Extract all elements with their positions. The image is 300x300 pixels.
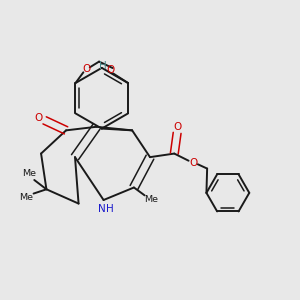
Text: H: H [99, 61, 107, 71]
Text: N: N [98, 204, 106, 214]
Text: O: O [82, 64, 90, 74]
Text: Me: Me [144, 195, 158, 204]
Text: O: O [189, 158, 197, 167]
Text: H: H [106, 204, 114, 214]
Text: Me: Me [20, 193, 33, 202]
Text: O: O [106, 65, 115, 75]
Text: O: O [35, 113, 43, 123]
Text: O: O [173, 122, 181, 132]
Text: Me: Me [22, 169, 36, 178]
